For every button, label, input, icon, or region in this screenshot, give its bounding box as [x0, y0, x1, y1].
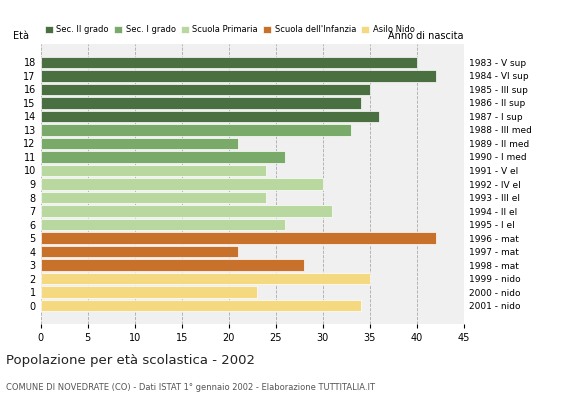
- Text: Anno di nascita: Anno di nascita: [389, 31, 464, 41]
- Bar: [41, 178, 323, 190]
- Bar: [41, 300, 361, 311]
- Bar: [41, 84, 370, 95]
- Bar: [41, 273, 370, 284]
- Bar: [41, 70, 436, 82]
- Bar: [41, 124, 351, 136]
- Bar: [41, 165, 266, 176]
- Bar: [41, 259, 304, 271]
- Bar: [41, 232, 436, 244]
- Bar: [41, 205, 332, 217]
- Bar: [41, 192, 266, 203]
- Text: Età: Età: [13, 31, 29, 41]
- Bar: [41, 138, 238, 149]
- Bar: [41, 151, 285, 163]
- Text: Popolazione per età scolastica - 2002: Popolazione per età scolastica - 2002: [6, 354, 255, 367]
- Bar: [41, 97, 361, 109]
- Legend: Sec. II grado, Sec. I grado, Scuola Primaria, Scuola dell'Infanzia, Asilo Nido: Sec. II grado, Sec. I grado, Scuola Prim…: [45, 25, 415, 34]
- Bar: [41, 219, 285, 230]
- Bar: [41, 246, 238, 257]
- Bar: [41, 111, 379, 122]
- Text: COMUNE DI NOVEDRATE (CO) - Dati ISTAT 1° gennaio 2002 - Elaborazione TUTTITALIA.: COMUNE DI NOVEDRATE (CO) - Dati ISTAT 1°…: [6, 383, 375, 392]
- Bar: [41, 57, 417, 68]
- Bar: [41, 286, 257, 298]
